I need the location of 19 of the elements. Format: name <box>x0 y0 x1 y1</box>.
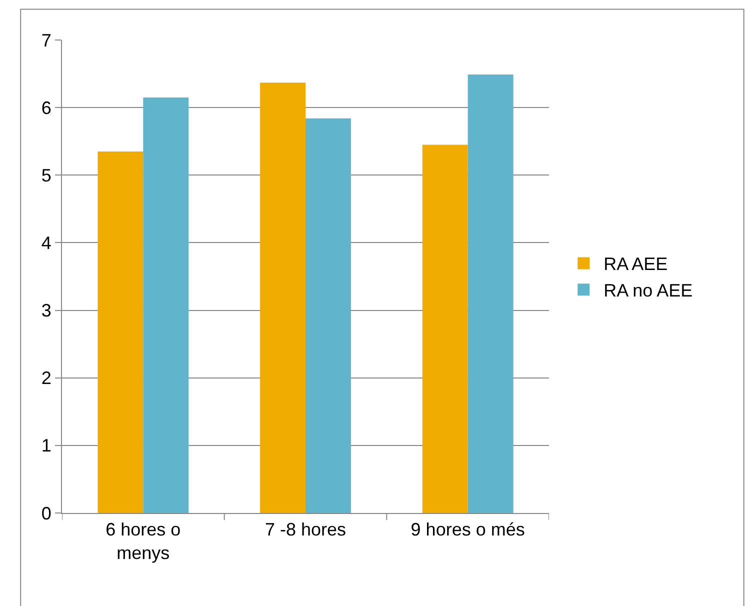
y-tick-label: 2 <box>41 368 52 388</box>
y-tick-label: 7 <box>41 30 52 50</box>
y-tick-label: 4 <box>41 233 52 254</box>
bar <box>260 82 306 513</box>
bar <box>98 151 144 513</box>
legend-label: RA no AEE <box>604 280 693 301</box>
y-tick-label: 5 <box>41 165 52 186</box>
x-tick-label: 7 -8 hores <box>264 520 346 540</box>
legend-label: RA AEE <box>604 254 668 274</box>
y-tick-label: 1 <box>41 436 52 456</box>
bar <box>143 97 189 513</box>
y-tick-label: 0 <box>41 503 52 524</box>
y-tick-label: 6 <box>41 98 52 118</box>
bar <box>306 118 351 513</box>
bar <box>468 74 514 513</box>
x-tick-label: 6 hores o menys <box>106 520 181 563</box>
bar <box>422 144 468 513</box>
x-tick-label: 9 hores o més <box>410 520 525 540</box>
y-tick-label: 3 <box>41 300 52 321</box>
